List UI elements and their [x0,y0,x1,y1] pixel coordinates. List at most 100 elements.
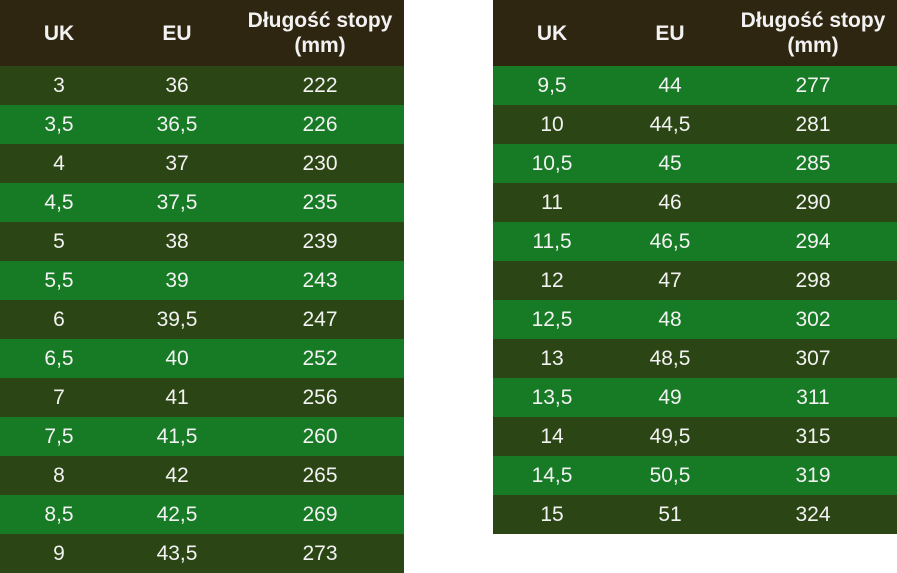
table-cell: 10 [540,112,564,136]
table-cell: 44 [658,73,682,97]
size-table: UK EU Długość stopy (mm) 3 36 222 3,5 36,5 226 4 3… [0,0,404,573]
table-cell: 307 [795,346,831,370]
table-cell: 42,5 [156,502,198,526]
table-cell: 281 [795,112,831,136]
table-row: 15 51 324 [493,495,897,534]
table-cell: 252 [302,346,338,370]
table-cell: 260 [302,424,338,448]
table-row: 3 36 222 [0,66,404,105]
table-row: 3,5 36,5 226 [0,105,404,144]
table-cell: 13 [540,346,564,370]
table-cell: 36,5 [156,112,198,136]
table-cell: 49 [658,385,682,409]
table-cell: 11 [541,190,563,214]
table-row: 12 47 298 [493,261,897,300]
table-cell: 15 [540,502,564,526]
header-cell: UK [43,21,75,45]
table-cell: 7 [53,385,65,409]
table-cell: 6 [53,307,65,331]
table-cell: 235 [302,190,338,214]
table-row: 7 41 256 [0,378,404,417]
table-cell: 48,5 [649,346,691,370]
table-cell: 5 [53,229,65,253]
table-cell: 45 [658,151,682,175]
table-row: 6 39,5 247 [0,300,404,339]
table-cell: 13,5 [531,385,573,409]
table-cell: 46,5 [649,229,691,253]
table-row: 13,5 49 311 [493,378,897,417]
table-cell: 273 [302,541,338,565]
table-row: 4,5 37,5 235 [0,183,404,222]
table-header: UK EU Długość stopy (mm) [0,0,404,66]
table-cell: 269 [302,502,338,526]
table-cell: 12,5 [531,307,573,331]
table-cell: 6,5 [44,346,74,370]
table-row: 12,5 48 302 [493,300,897,339]
table-cell: 3 [53,73,65,97]
table-cell: 290 [795,190,831,214]
table-cell: 9 [53,541,65,565]
table-cell: 11,5 [532,229,572,253]
header-cell: EU [162,21,192,45]
table-cell: 39 [165,268,189,292]
table-cell: 37 [165,151,189,175]
table-cell: 5,5 [44,268,74,292]
table-cell: 277 [795,73,831,97]
table-cell: 222 [302,73,338,97]
table-cell: 47 [658,268,682,292]
table-cell: 285 [795,151,831,175]
table-cell: 51 [658,502,682,526]
table-cell: 48 [658,307,682,331]
table-cell: 8 [53,463,65,487]
table-row: 13 48,5 307 [493,339,897,378]
table-cell: 43,5 [156,541,198,565]
table-cell: 256 [302,385,338,409]
table-cell: 37,5 [156,190,198,214]
table-row: 9 43,5 273 [0,534,404,573]
table-cell: 14,5 [531,463,573,487]
table-row: 14,5 50,5 319 [493,456,897,495]
table-cell: 41 [165,385,189,409]
header-cell: EU [655,21,685,45]
table-cell: 42 [165,463,189,487]
table-cell: 265 [302,463,338,487]
table-cell: 38 [165,229,189,253]
table-cell: 12 [540,268,564,292]
table-cell: 239 [302,229,338,253]
table-cell: 4,5 [44,190,74,214]
table-cell: 324 [795,502,831,526]
table-cell: 41,5 [156,424,198,448]
header-cell: Długość stopy (mm) [740,9,886,57]
size-table: UK EU Długość stopy (mm) 9,5 44 277 10 44,5 281 1… [493,0,897,534]
table-cell: 14 [540,424,564,448]
table-cell: 50,5 [649,463,691,487]
table-row: 7,5 41,5 260 [0,417,404,456]
table-row: 14 49,5 315 [493,417,897,456]
table-row: 9,5 44 277 [493,66,897,105]
table-cell: 298 [795,268,831,292]
table-cell: 4 [53,151,65,175]
table-cell: 243 [302,268,338,292]
header-cell: UK [536,21,568,45]
table-cell: 40 [165,346,189,370]
table-row: 11,5 46,5 294 [493,222,897,261]
table-cell: 247 [302,307,338,331]
table-cell: 8,5 [44,502,74,526]
table-row: 8 42 265 [0,456,404,495]
table-cell: 302 [795,307,831,331]
table-cell: 311 [796,385,830,409]
header-cell: Długość stopy (mm) [247,9,393,57]
table-header: UK EU Długość stopy (mm) [493,0,897,66]
table-row: 5,5 39 243 [0,261,404,300]
table-cell: 46 [658,190,682,214]
table-cell: 226 [302,112,338,136]
table-row: 6,5 40 252 [0,339,404,378]
table-cell: 7,5 [44,424,74,448]
table-cell: 319 [795,463,831,487]
table-cell: 39,5 [156,307,198,331]
table-row: 11 46 290 [493,183,897,222]
table-cell: 3,5 [44,112,74,136]
table-cell: 10,5 [531,151,573,175]
table-row: 8,5 42,5 269 [0,495,404,534]
